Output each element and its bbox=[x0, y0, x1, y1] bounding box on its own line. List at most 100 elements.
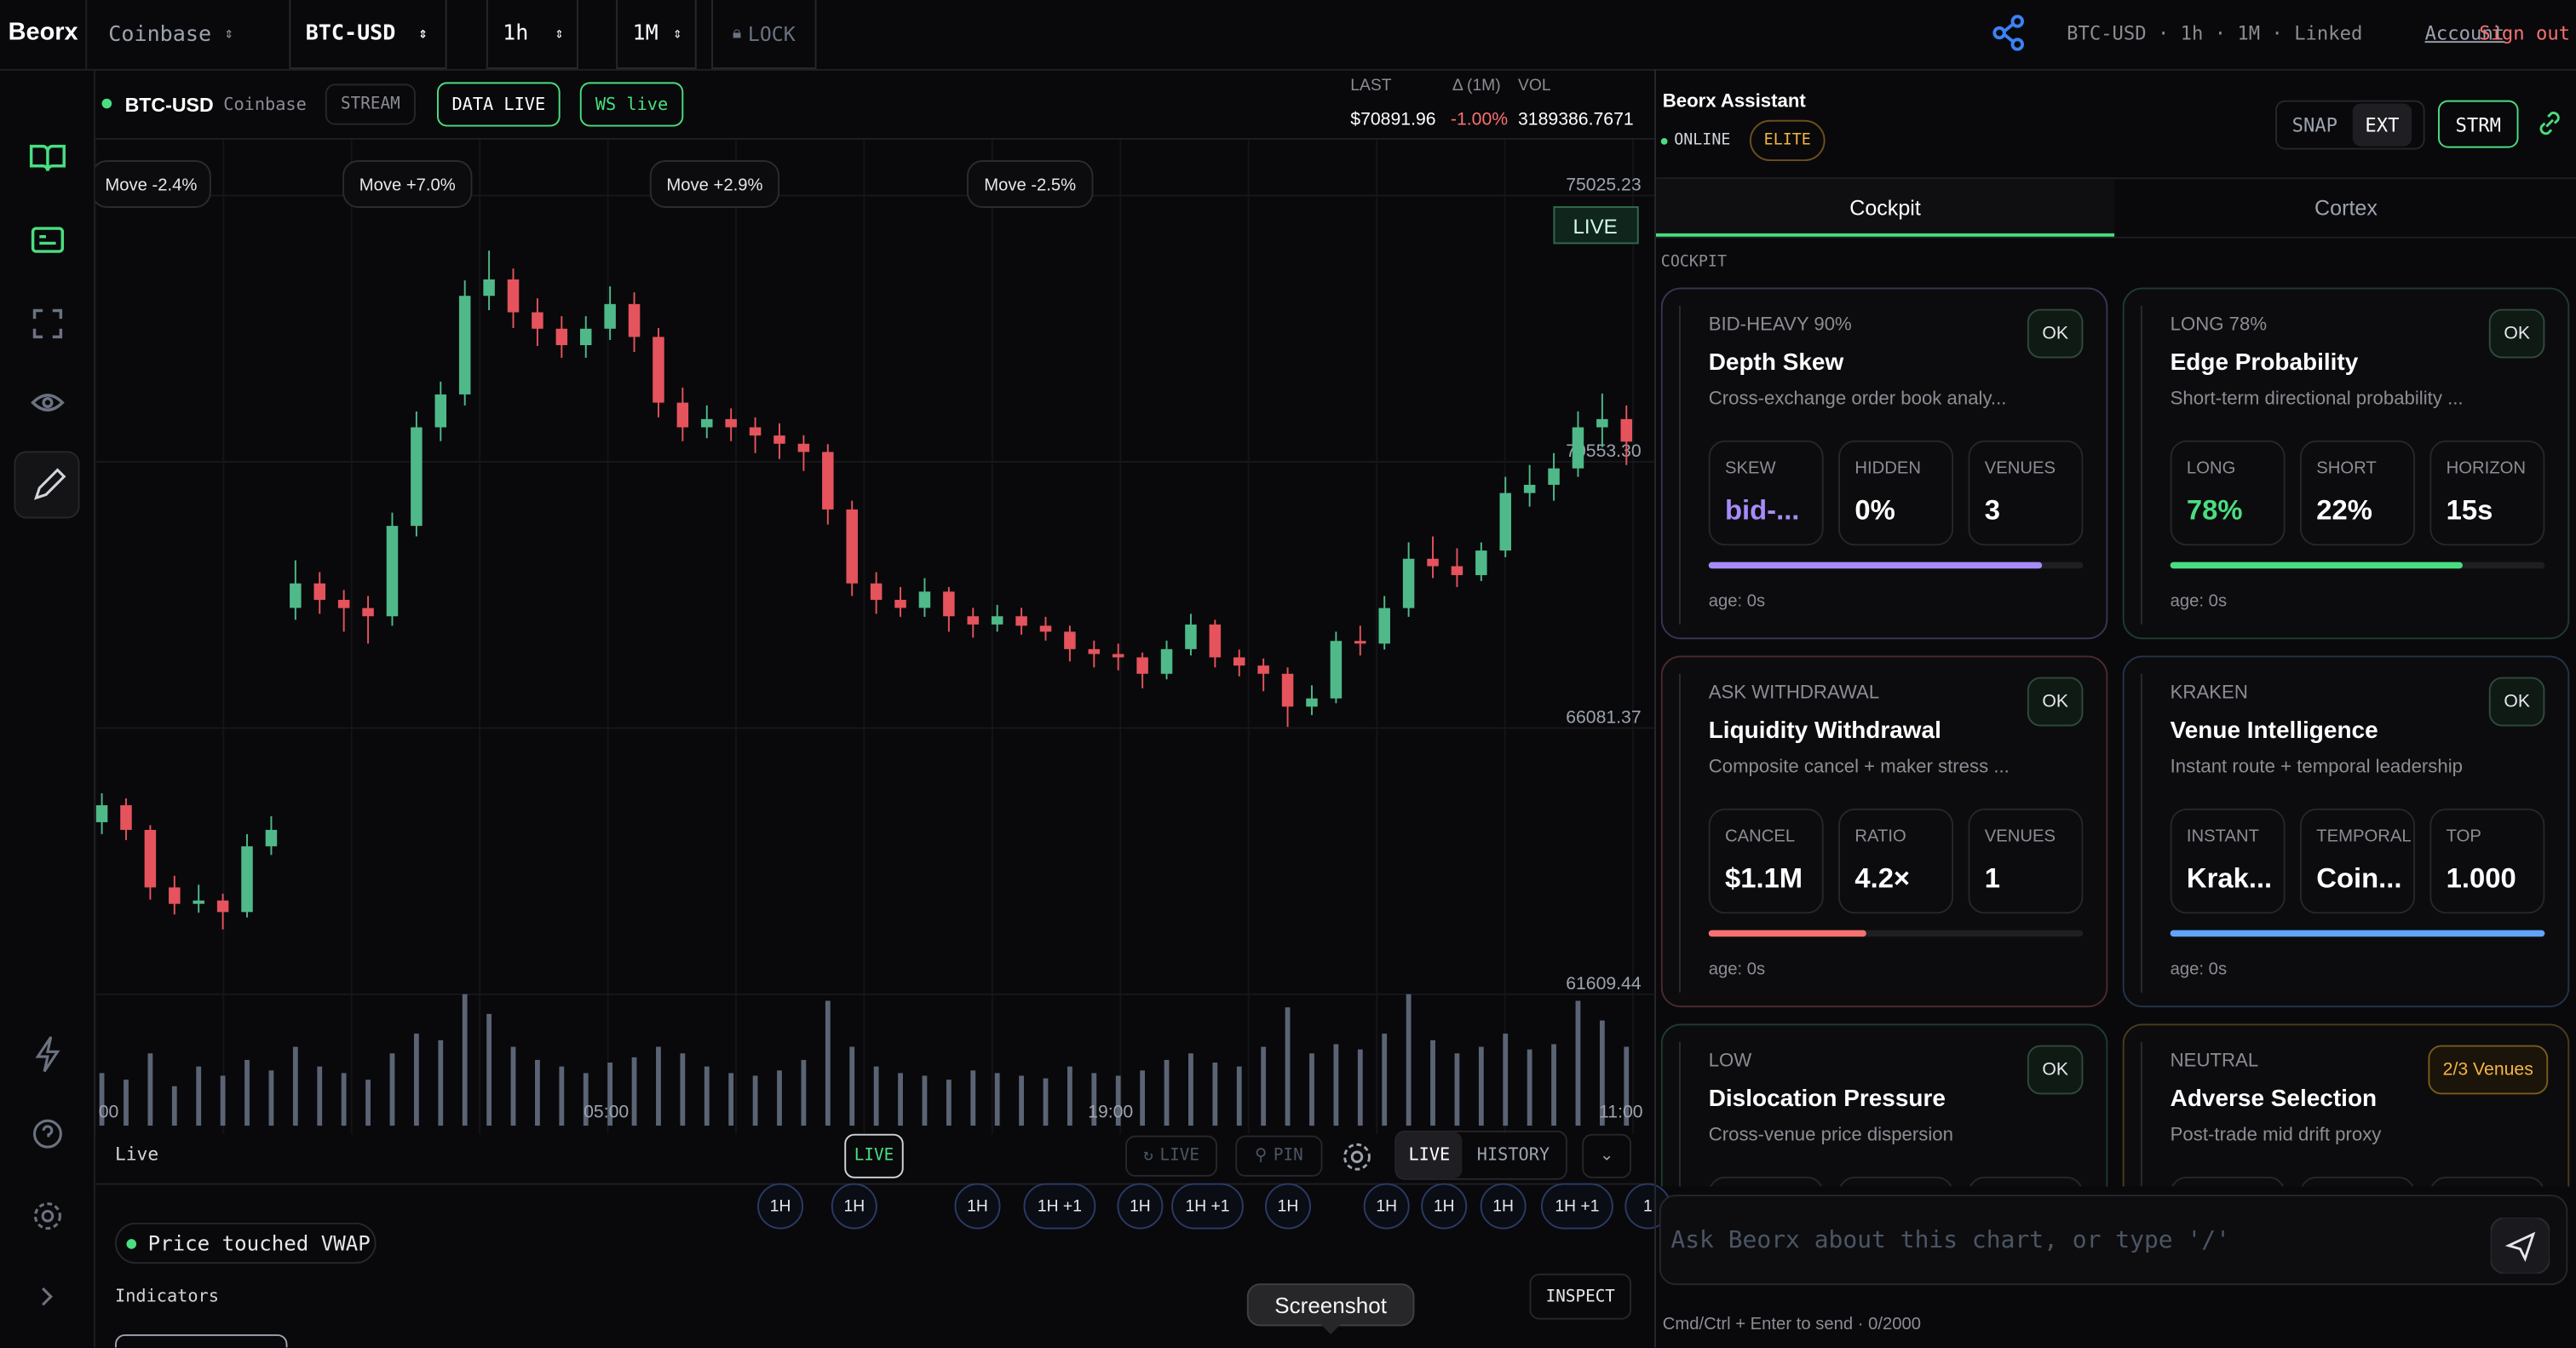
status-badge: 2/3 Venues bbox=[2428, 1045, 2549, 1095]
volume-bar bbox=[1430, 1040, 1435, 1126]
alert-pill[interactable]: Price touched VWAP bbox=[114, 1222, 377, 1264]
seg-live[interactable]: LIVE bbox=[1396, 1132, 1463, 1178]
status-badge: OK bbox=[2488, 677, 2545, 727]
pair: BTC-USD bbox=[305, 21, 396, 46]
book-icon[interactable] bbox=[29, 144, 66, 171]
fullscreen-icon[interactable] bbox=[32, 308, 63, 339]
seg-history[interactable]: HISTORY bbox=[1476, 1145, 1550, 1166]
metric-value: 15s bbox=[2446, 494, 2493, 527]
card-tag: BID-HEAVY 90% bbox=[1708, 315, 1852, 336]
progress-bar bbox=[2170, 562, 2463, 569]
interval-chip[interactable]: 1H bbox=[1480, 1183, 1527, 1230]
volume-bar bbox=[438, 1040, 444, 1126]
data-live-badge[interactable]: DATA LIVE bbox=[436, 82, 561, 127]
pair-select[interactable]: BTC-USD ⇕ bbox=[289, 0, 447, 69]
card-icon[interactable] bbox=[31, 227, 65, 253]
live-disabled-button[interactable]: ↻ LIVE bbox=[1125, 1135, 1218, 1177]
volume-bar bbox=[1454, 1053, 1460, 1126]
metric-box: HORIZON 15s bbox=[2429, 440, 2545, 546]
eye-icon[interactable] bbox=[31, 394, 65, 412]
metric-box: TOP 1.000 bbox=[2429, 808, 2545, 914]
volume-bar bbox=[1261, 1046, 1267, 1126]
ws-live-badge[interactable]: WS live bbox=[579, 82, 684, 127]
metric-label: VENUES bbox=[1984, 827, 2056, 847]
sign-out[interactable]: Sign out bbox=[2479, 21, 2571, 45]
candle-body bbox=[1354, 641, 1366, 644]
inspect-button[interactable]: INSPECT bbox=[1529, 1273, 1632, 1320]
move-badge bbox=[342, 160, 473, 208]
volume-bar bbox=[849, 1046, 855, 1126]
volume-total: 3189386.7671 bbox=[1517, 110, 1634, 130]
share-icon[interactable] bbox=[1991, 14, 2027, 51]
interval-chip[interactable]: 1H +1 bbox=[1171, 1183, 1244, 1230]
interval-chip[interactable]: 1H bbox=[831, 1183, 877, 1230]
range-select[interactable]: 1M ⇕ bbox=[616, 0, 697, 69]
interval-chip[interactable]: 1H bbox=[954, 1183, 1001, 1230]
expand-icon[interactable] bbox=[42, 1287, 53, 1306]
volume-bar bbox=[147, 1053, 153, 1126]
volume-bar bbox=[777, 1070, 782, 1126]
interval-chip[interactable]: 1H +1 bbox=[1540, 1183, 1613, 1230]
interval-chip[interactable]: 1H bbox=[1363, 1183, 1410, 1230]
exchange-select[interactable]: Coinbase ⇕ bbox=[92, 0, 250, 69]
link-icon[interactable] bbox=[2537, 110, 2563, 136]
metric-label: VENUES bbox=[1984, 458, 2056, 479]
card-tag: LONG 78% bbox=[2170, 315, 2268, 336]
more-button[interactable]: ⌄ bbox=[1582, 1133, 1632, 1178]
volume-bar bbox=[1503, 1034, 1509, 1126]
send-button[interactable] bbox=[2490, 1218, 2550, 1274]
live-button[interactable]: LIVE bbox=[844, 1133, 904, 1178]
x-tick-label: 19:00 bbox=[1088, 1102, 1133, 1121]
candle-body bbox=[1039, 625, 1052, 632]
volume-bar bbox=[607, 1063, 613, 1126]
gear-button[interactable] bbox=[1339, 1138, 1375, 1174]
card-age: age: 0s bbox=[1708, 591, 1766, 612]
pin-button[interactable]: ⚲ PIN bbox=[1235, 1135, 1323, 1177]
indicator-chip[interactable] bbox=[114, 1334, 288, 1348]
strm-button[interactable]: STRM bbox=[2437, 100, 2519, 148]
pen-button[interactable] bbox=[14, 451, 80, 519]
candle-body bbox=[169, 887, 181, 904]
ext-button[interactable]: EXT bbox=[2352, 103, 2412, 147]
chevrons: ⇕ bbox=[224, 26, 233, 43]
candle-body bbox=[1523, 484, 1536, 493]
stream-badge[interactable]: STREAM bbox=[325, 84, 416, 125]
interval-chip[interactable]: 1H +1 bbox=[1023, 1183, 1096, 1230]
tab-cortex[interactable]: Cortex bbox=[2314, 195, 2378, 221]
metric-value: 3 bbox=[1984, 494, 2000, 527]
volume-bar bbox=[1599, 1020, 1605, 1126]
card-title: Dislocation Pressure bbox=[1708, 1086, 1946, 1113]
volume-bar bbox=[1551, 1044, 1556, 1126]
candle-body bbox=[337, 599, 350, 608]
interval-chip[interactable]: 1H bbox=[1264, 1183, 1311, 1230]
chevrons: ⇕ bbox=[418, 25, 428, 43]
interval-select[interactable]: 1h ⇕ bbox=[486, 0, 578, 69]
online-status: ONLINE bbox=[1674, 131, 1731, 150]
interval-chip[interactable]: 1H bbox=[1421, 1183, 1468, 1230]
metric-box: CANCEL $1.1M bbox=[1708, 808, 1824, 914]
interval-chip[interactable]: 1H bbox=[757, 1183, 804, 1230]
metric-label: TEMPORAL bbox=[2316, 827, 2412, 847]
bolt-icon[interactable] bbox=[35, 1036, 60, 1073]
lock-button[interactable]: 🔒︎ LOCK bbox=[711, 0, 817, 69]
x-tick-label: 11:00 bbox=[1599, 1102, 1643, 1121]
insight-card: NEUTRAL Adverse Selection Post-trade mid d… bbox=[2122, 1023, 2570, 1187]
candle-body bbox=[1572, 427, 1584, 469]
settings-icon[interactable] bbox=[33, 1202, 61, 1230]
candle-body bbox=[749, 427, 762, 436]
volume-bar bbox=[1188, 1053, 1193, 1126]
account-link[interactable]: Account bbox=[2424, 21, 2505, 45]
metric-value: $1.1M bbox=[1724, 862, 1803, 895]
lock-icon: 🔒︎ bbox=[732, 24, 742, 43]
volume-bar bbox=[268, 1070, 274, 1126]
chat-input[interactable]: Ask Beorx about this chart, or type '/' bbox=[1659, 1195, 2568, 1286]
alert-dot bbox=[126, 1238, 137, 1248]
snap-button[interactable]: SNAP bbox=[2291, 113, 2338, 137]
card-accent bbox=[1678, 673, 1681, 993]
interval-chip[interactable]: 1H bbox=[1117, 1183, 1164, 1230]
chat-hint: Cmd/Ctrl + Enter to send · 0/2000 bbox=[1662, 1314, 1922, 1334]
tab-cockpit[interactable]: Cockpit bbox=[1655, 179, 2115, 237]
help-icon[interactable] bbox=[32, 1119, 62, 1149]
metric-label: CANCEL bbox=[1724, 827, 1796, 847]
candle-body bbox=[653, 337, 664, 403]
